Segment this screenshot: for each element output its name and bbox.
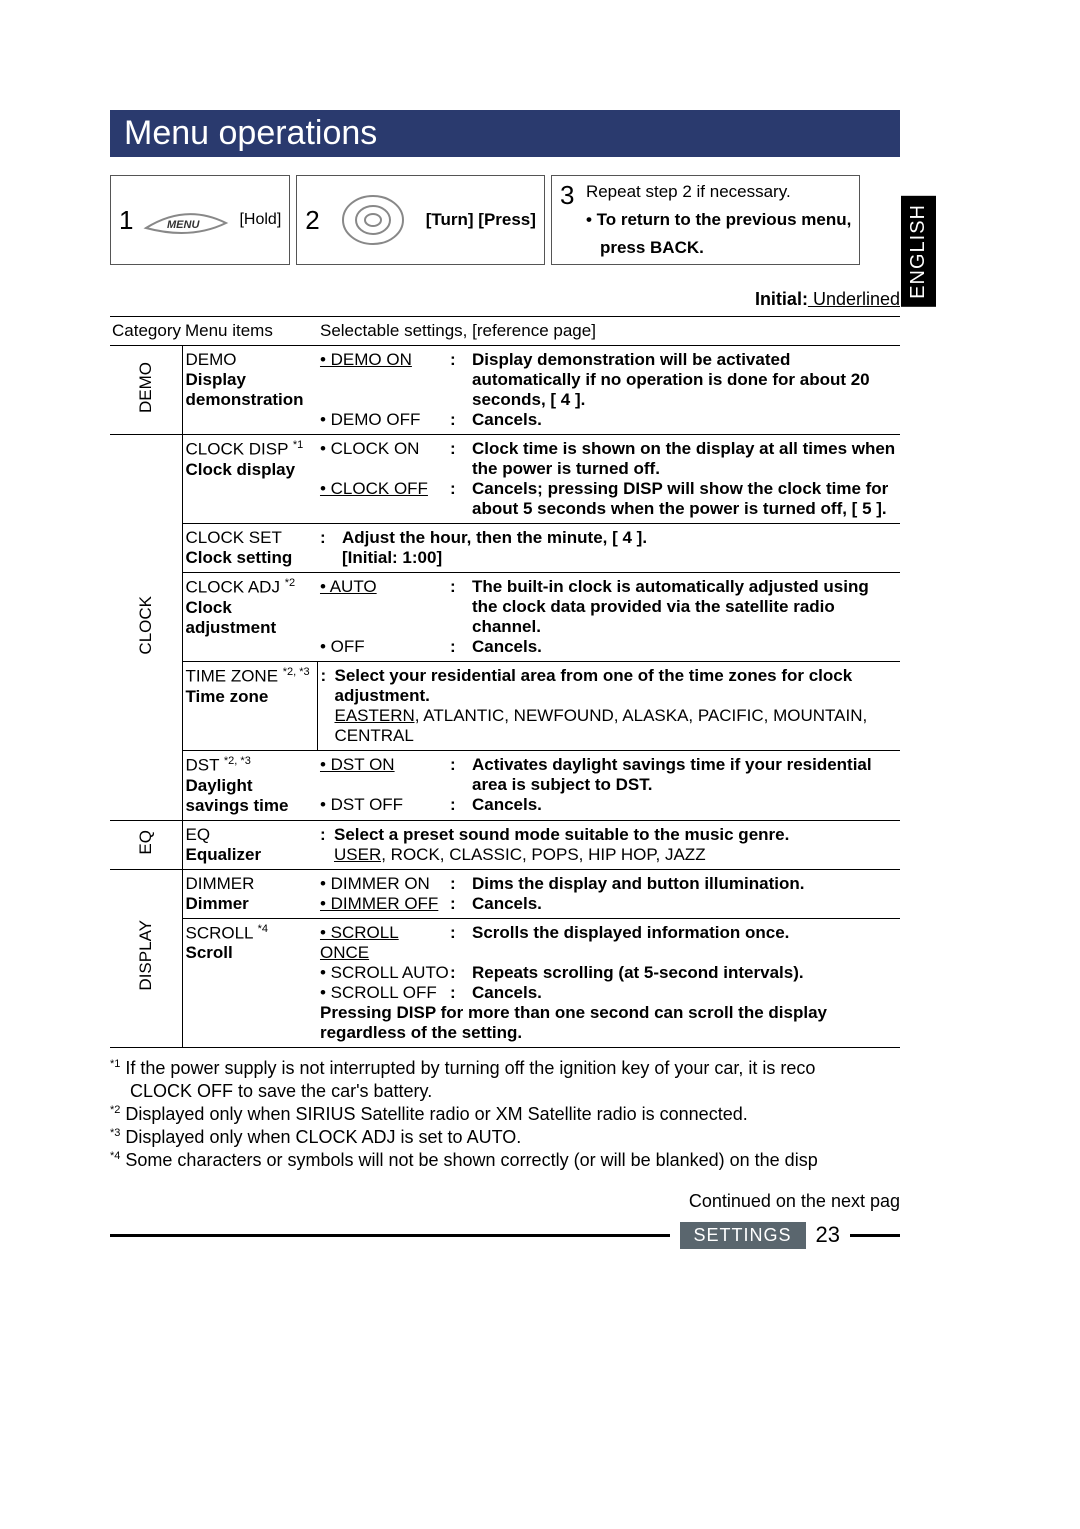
step-3-line2a: • To return to the previous menu,	[586, 210, 851, 230]
footer-dash	[850, 1234, 900, 1237]
item-eq: EQ Equalizer	[183, 820, 318, 869]
step-3-line1: Repeat step 2 if necessary.	[586, 182, 791, 202]
desc-demo: • DEMO ON:Display demonstration will be …	[318, 346, 900, 435]
item-clockadj: CLOCK ADJ *2 Clock adjustment	[183, 573, 318, 662]
desc-dst: • DST ON:Activates daylight savings time…	[318, 751, 900, 821]
item-dimmer: DIMMER Dimmer	[183, 869, 318, 918]
cat-clock: CLOCK	[110, 435, 183, 821]
desc-timezone: :Select your residential area from one o…	[318, 662, 900, 751]
item-scroll: SCROLL *4 Scroll	[183, 918, 318, 1047]
dial-icon	[328, 192, 418, 248]
language-tab: ENGLISH	[901, 196, 936, 307]
settings-badge: SETTINGS	[680, 1222, 806, 1249]
step-3: 3 Repeat step 2 if necessary. • To retur…	[551, 175, 860, 265]
th-items: Menu items	[183, 317, 318, 346]
step-2: 2 [Turn] [Press]	[296, 175, 545, 265]
step-1-num: 1	[119, 205, 133, 236]
footer-rule	[110, 1234, 670, 1237]
cat-display: DISPLAY	[110, 869, 183, 1047]
footnotes: *1 If the power supply is not interrupte…	[110, 1058, 900, 1171]
desc-dimmer: • DIMMER ON:Dims the display and button …	[318, 869, 900, 918]
svg-text:MENU: MENU	[167, 219, 200, 231]
footer: SETTINGS 23	[110, 1222, 900, 1249]
step-3-num: 3	[560, 180, 574, 211]
cat-demo: DEMO	[110, 346, 183, 435]
menu-table: Category Menu items Selectable settings,…	[110, 316, 900, 1048]
desc-scroll: • SCROLL ONCE:Scrolls the displayed info…	[318, 918, 900, 1047]
item-clockdisp: CLOCK DISP *1 Clock display	[183, 435, 318, 524]
desc-clockadj: • AUTO:The built-in clock is automatical…	[318, 573, 900, 662]
th-selectable: Selectable settings, [reference page]	[318, 317, 900, 346]
item-dst: DST *2, *3 Daylight savings time	[183, 751, 318, 821]
item-clockset: CLOCK SET Clock setting	[183, 524, 318, 573]
desc-clockset: :Adjust the hour, then the minute, [ 4 ]…	[318, 524, 900, 573]
desc-eq: :Select a preset sound mode suitable to …	[318, 820, 900, 869]
step-2-num: 2	[305, 205, 319, 236]
desc-clockdisp: • CLOCK ON:Clock time is shown on the di…	[318, 435, 900, 524]
page-title: Menu operations	[110, 110, 900, 157]
step-3-line2b: press BACK.	[586, 238, 704, 258]
cat-eq: EQ	[110, 820, 183, 869]
turn-press-label: [Turn] [Press]	[426, 210, 536, 230]
initial-note: Initial: Underlined	[110, 289, 900, 310]
item-demo: DEMO Display demonstration	[183, 346, 318, 435]
hold-label: [Hold]	[239, 211, 281, 229]
th-category: Category	[110, 317, 183, 346]
page-number: 23	[816, 1222, 840, 1248]
step-1: 1 MENU [Hold]	[110, 175, 290, 265]
item-timezone: TIME ZONE *2, *3 Time zone	[183, 662, 318, 751]
menu-button-icon: MENU	[141, 198, 231, 242]
steps-row: 1 MENU [Hold] 2 [Turn] [Press] 3 Repeat …	[110, 175, 900, 265]
continued-note: Continued on the next pag	[110, 1191, 900, 1212]
